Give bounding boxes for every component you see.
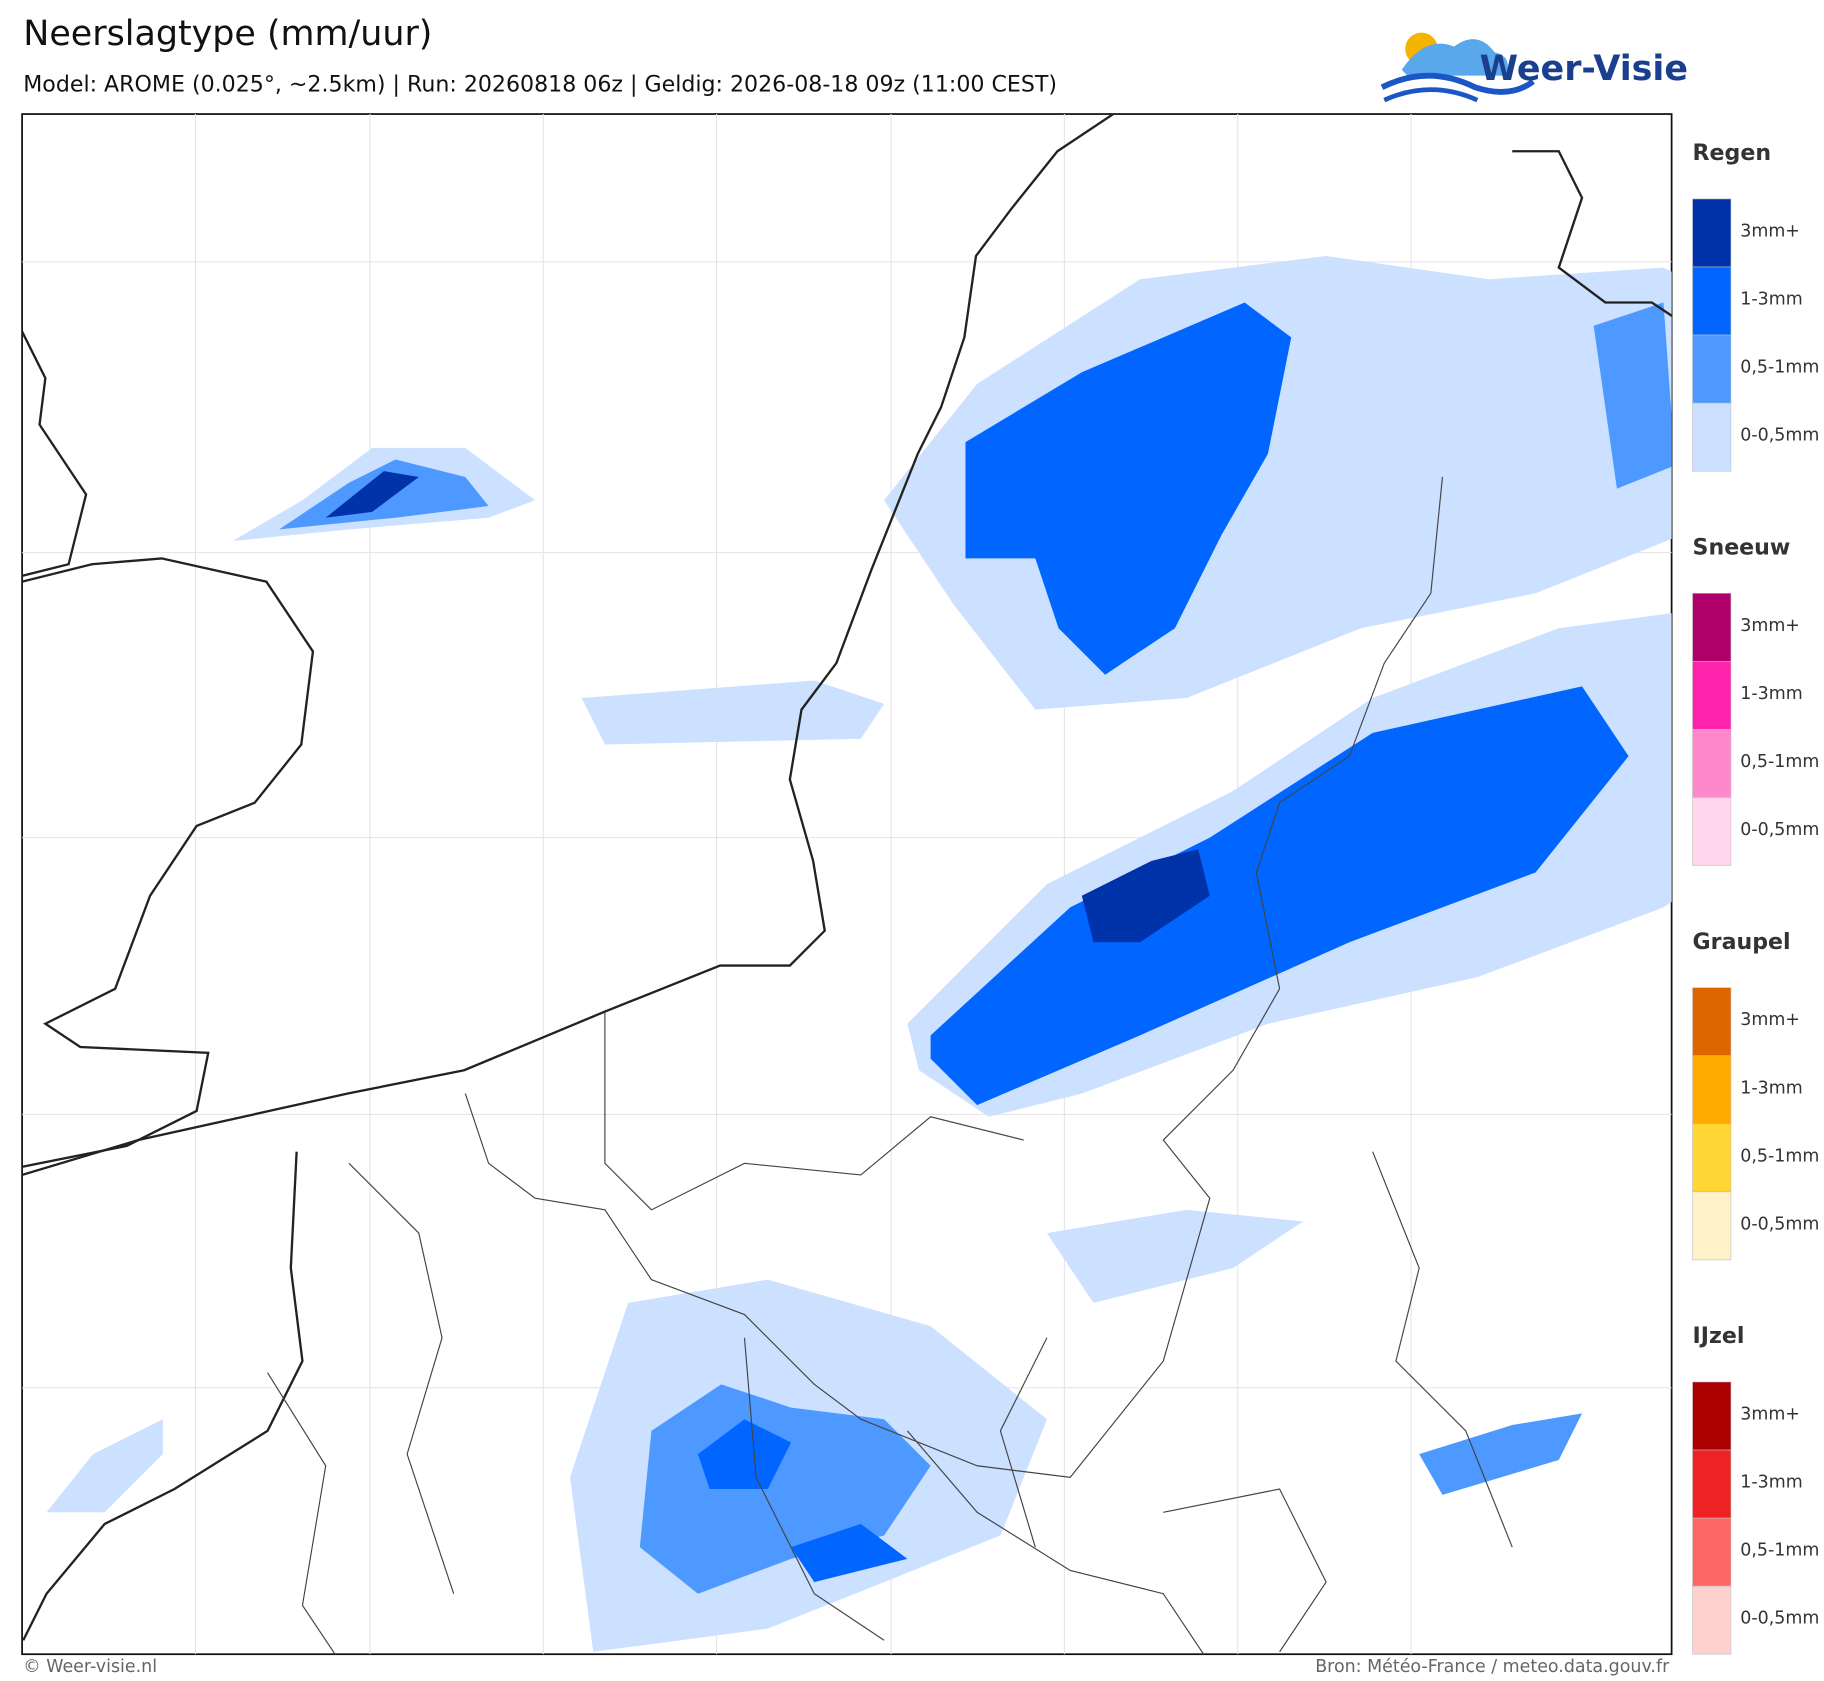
legend-title: Graupel bbox=[1693, 929, 1791, 955]
footer-left: © Weer-visie.nl bbox=[23, 1657, 157, 1677]
legend-swatch bbox=[1692, 1381, 1732, 1451]
subtitle: Model: AROME (0.025°, ~2.5km) | Run: 202… bbox=[23, 71, 1057, 97]
legend-label: 1-3mm bbox=[1740, 684, 1802, 704]
legend-label: 3mm+ bbox=[1740, 222, 1800, 242]
title: Neerslagtype (mm/uur) bbox=[23, 14, 432, 54]
legend-swatch bbox=[1692, 1585, 1732, 1655]
legend-label: 0-0,5mm bbox=[1740, 820, 1819, 840]
legend-swatch bbox=[1692, 729, 1732, 798]
legend-swatch bbox=[1692, 402, 1732, 472]
legend-swatch bbox=[1692, 987, 1732, 1056]
legend-label: 0-0,5mm bbox=[1740, 1609, 1819, 1629]
legend-title: IJzel bbox=[1693, 1323, 1745, 1349]
legend-swatch bbox=[1692, 1449, 1732, 1519]
map bbox=[21, 113, 1673, 1656]
borders bbox=[267, 476, 1513, 1655]
legend-label: 3mm+ bbox=[1740, 1010, 1800, 1030]
legend-title: Sneeuw bbox=[1693, 534, 1791, 560]
legend-swatch bbox=[1692, 1055, 1732, 1125]
legend-label: 1-3mm bbox=[1740, 1473, 1802, 1493]
legend-label: 0-0,5mm bbox=[1740, 426, 1819, 446]
legend: Regen 3mm+ 1-3mm 0,5-1mm 0-0,5mm Sneeuw 3mm+ 1-… bbox=[1692, 140, 1819, 1655]
legend-label: 3mm+ bbox=[1740, 1405, 1800, 1425]
legend-label: 0,5-1mm bbox=[1740, 1146, 1819, 1166]
legend-swatch bbox=[1692, 1191, 1732, 1261]
legend-swatch bbox=[1692, 797, 1732, 866]
legend-title: Regen bbox=[1693, 140, 1772, 166]
legend-swatch bbox=[1692, 593, 1732, 662]
legend-label: 0-0,5mm bbox=[1740, 1214, 1819, 1234]
legend-label: 3mm+ bbox=[1740, 616, 1800, 636]
legend-swatch bbox=[1692, 661, 1732, 730]
logo: Weer-Visie bbox=[1380, 32, 1688, 103]
legend-label: 0,5-1mm bbox=[1740, 358, 1819, 378]
legend-swatch bbox=[1692, 334, 1732, 404]
logo-text: Weer-Visie bbox=[1480, 49, 1688, 89]
coastlines bbox=[22, 114, 1672, 1641]
precipitation bbox=[46, 255, 1672, 1652]
legend-swatch bbox=[1692, 266, 1732, 336]
legend-swatch bbox=[1692, 1517, 1732, 1587]
legend-label: 1-3mm bbox=[1740, 290, 1802, 310]
legend-swatch bbox=[1692, 198, 1732, 268]
legend-swatch bbox=[1692, 1123, 1732, 1193]
footer-right: Bron: Météo-France / meteo.data.gouv.fr bbox=[1315, 1657, 1670, 1677]
legend-label: 1-3mm bbox=[1740, 1078, 1802, 1098]
legend-label: 0,5-1mm bbox=[1740, 752, 1819, 772]
legend-label: 0,5-1mm bbox=[1740, 1541, 1819, 1561]
